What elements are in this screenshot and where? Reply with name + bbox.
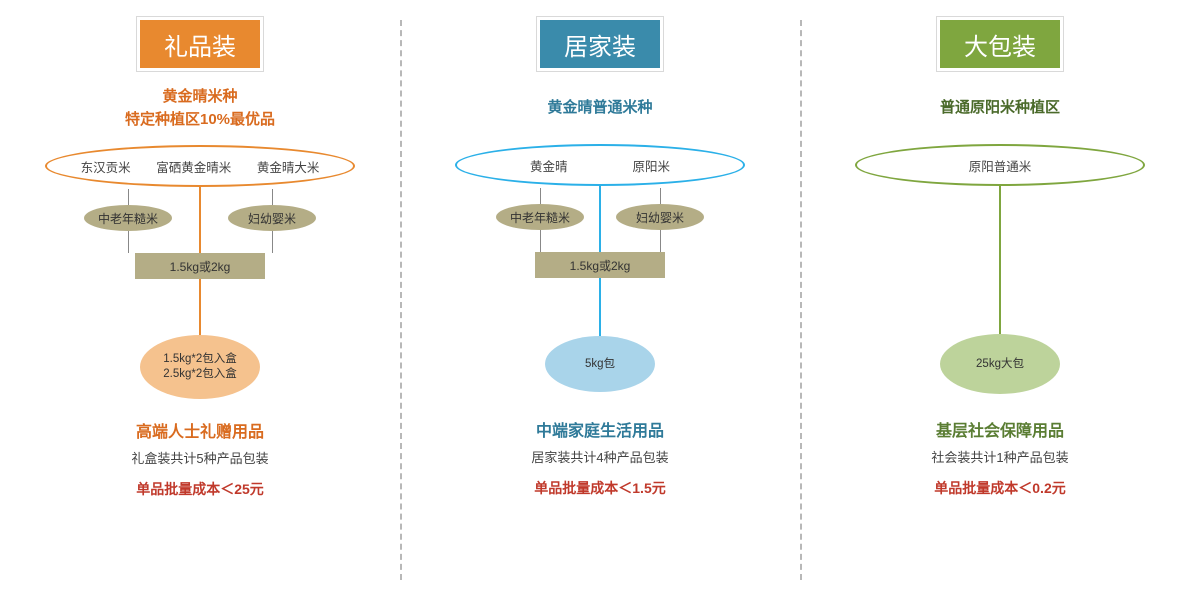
subtitle-gift: 黄金晴米种 特定种植区10%最优品 (10, 86, 390, 131)
big-ellipse: 原阳普通米 (855, 144, 1145, 186)
rect-box: 1.5kg或2kg (135, 253, 265, 279)
ellipse-item: 原阳普通米 (969, 156, 1032, 175)
pill-stem (272, 189, 273, 205)
footer-line1: 中端家庭生活用品 (410, 417, 790, 441)
pill-stem (128, 189, 129, 205)
ellipse-item: 东汉贡米 (81, 157, 131, 176)
pill-stem (660, 188, 661, 204)
diagram-home: 黄金晴 原阳米 中老年糙米 妇幼婴米 1.5kg或2kg 5kg包 (410, 144, 790, 409)
subtitle-line: 特定种植区10%最优品 (10, 109, 390, 132)
footer-home: 中端家庭生活用品 居家装共计4种产品包装 单品批量成本＜1.5元 (410, 417, 790, 498)
pill-stem (660, 230, 661, 252)
subtitle-line: 普通原阳米种植区 (810, 97, 1190, 120)
bottom-ellipse-line: 25kg大包 (976, 357, 1024, 372)
bottom-ellipse-line: 5kg包 (585, 357, 615, 372)
stem (999, 184, 1001, 339)
footer-gift: 高端人士礼赠用品 礼盒装共计5种产品包装 单品批量成本＜25元 (10, 418, 390, 499)
col-home: 居家装 黄金晴普通米种 黄金晴 原阳米 中老年糙米 妇幼婴米 1.5kg或2kg… (400, 0, 800, 600)
footer-line2: 社会装共计1种产品包装 (810, 447, 1190, 466)
big-ellipse: 东汉贡米 富硒黄金晴米 黄金晴大米 (45, 145, 355, 187)
diagram-bulk: 原阳普通米 25kg大包 (810, 144, 1190, 409)
footer-line3: 单品批量成本＜0.2元 (810, 478, 1190, 498)
bottom-ellipse-line: 2.5kg*2包入盒 (163, 367, 237, 382)
footer-line1: 基层社会保障用品 (810, 417, 1190, 441)
col-bulk: 大包装 普通原阳米种植区 原阳普通米 25kg大包 基层社会保障用品 社会装共计… (800, 0, 1200, 600)
ellipse-item: 原阳米 (632, 156, 670, 175)
footer-line3: 单品批量成本＜25元 (10, 479, 390, 499)
header-badge-bulk: 大包装 (940, 20, 1060, 68)
columns-container: 礼品装 黄金晴米种 特定种植区10%最优品 东汉贡米 富硒黄金晴米 黄金晴大米 … (0, 0, 1200, 600)
pill-stem (128, 231, 129, 253)
ellipse-item: 黄金晴 (530, 156, 568, 175)
subtitle-bulk: 普通原阳米种植区 (810, 86, 1190, 130)
big-ellipse: 黄金晴 原阳米 (455, 144, 745, 186)
footer-line3: 单品批量成本＜1.5元 (410, 478, 790, 498)
ellipse-item: 黄金晴大米 (257, 157, 320, 176)
pill: 妇幼婴米 (616, 204, 704, 230)
pill-stem (272, 231, 273, 253)
col-gift: 礼品装 黄金晴米种 特定种植区10%最优品 东汉贡米 富硒黄金晴米 黄金晴大米 … (0, 0, 400, 600)
header-badge-home: 居家装 (540, 20, 660, 68)
footer-line2: 礼盒装共计5种产品包装 (10, 448, 390, 467)
ellipse-item: 富硒黄金晴米 (156, 157, 231, 176)
subtitle-home: 黄金晴普通米种 (410, 86, 790, 130)
footer-line2: 居家装共计4种产品包装 (410, 447, 790, 466)
subtitle-line: 黄金晴米种 (10, 86, 390, 109)
pill-stem (540, 188, 541, 204)
bottom-ellipse-line: 1.5kg*2包入盒 (163, 352, 237, 367)
header-badge-gift: 礼品装 (140, 20, 260, 68)
pill: 中老年糙米 (84, 205, 172, 231)
rect-box: 1.5kg或2kg (535, 252, 665, 278)
bottom-ellipse: 1.5kg*2包入盒 2.5kg*2包入盒 (140, 335, 260, 399)
pill: 中老年糙米 (496, 204, 584, 230)
pill: 妇幼婴米 (228, 205, 316, 231)
footer-bulk: 基层社会保障用品 社会装共计1种产品包装 单品批量成本＜0.2元 (810, 417, 1190, 498)
bottom-ellipse: 5kg包 (545, 336, 655, 392)
diagram-gift: 东汉贡米 富硒黄金晴米 黄金晴大米 中老年糙米 妇幼婴米 1.5kg或2kg 1… (10, 145, 390, 410)
bottom-ellipse: 25kg大包 (940, 334, 1060, 394)
footer-line1: 高端人士礼赠用品 (10, 418, 390, 442)
pill-stem (540, 230, 541, 252)
subtitle-line: 黄金晴普通米种 (410, 97, 790, 120)
